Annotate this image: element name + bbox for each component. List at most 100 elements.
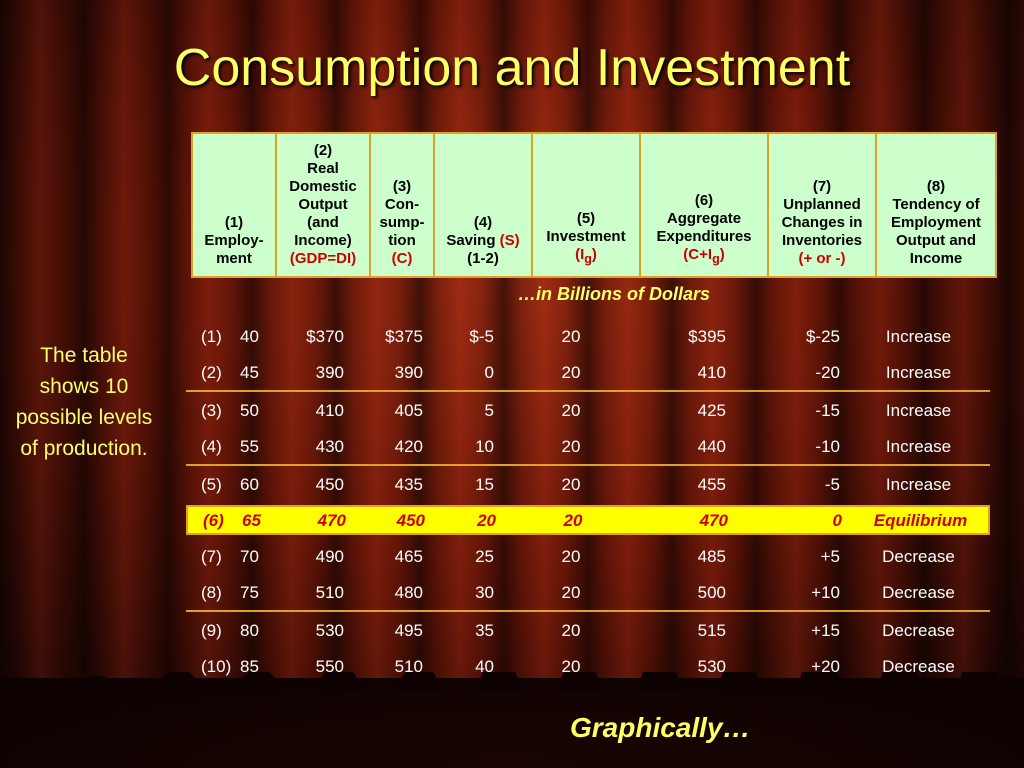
cell-investment: 20 [561,437,581,456]
table-body: (1) 40 $370 $375 $-5 20 $395 $-25 Increa… [186,318,990,684]
cell-employment: 75 [240,583,259,602]
cell-employment: 85 [240,657,259,676]
header-employment: (1) Employ- ment [191,132,277,278]
header-aggregate-expenditures: (6) Aggregate Expenditures (C+Ig) [639,132,769,278]
cell-consumption: 435 [394,475,423,494]
cell-index: (10) [201,657,232,676]
table-row: (3) 50 410 405 5 20 425 -15 Increase [186,392,990,428]
cell-consumption: 495 [394,621,423,640]
header-investment: (5) Investment (Ig) [531,132,641,278]
graphically-link[interactable]: Graphically… [570,712,751,743]
cell-tendency: Increase [885,437,952,456]
cell-gdp: 530 [315,621,344,640]
cell-gdp: 430 [315,437,344,456]
cell-gdp: 450 [315,475,344,494]
cell-tendency: Increase [885,401,952,420]
cell-index: (3) [201,401,222,420]
table-row: (4) 55 430 420 10 20 440 -10 Increase [186,428,990,466]
cell-aggregate-expenditures: 485 [697,547,726,566]
cell-investment: 20 [561,621,581,640]
side-note: The table shows 10 possible levels of pr… [15,344,153,460]
cell-aggregate-expenditures: 425 [697,401,726,420]
cell-inventory-change: +15 [811,621,840,640]
curtain-bottom [0,672,1024,768]
cell-employment: 80 [240,621,259,640]
header-consumption: (3) Con- sump- tion (C) [369,132,435,278]
table-row: (9) 80 530 495 35 20 515 +15 Decrease [186,612,990,648]
cell-aggregate-expenditures: 440 [697,437,726,456]
cell-inventory-change: -10 [815,437,840,456]
cell-aggregate-expenditures: $395 [688,327,726,346]
cell-saving: 20 [477,511,496,530]
cell-gdp: 470 [317,511,346,530]
cell-aggregate-expenditures: 470 [699,511,728,530]
cell-consumption: 465 [394,547,423,566]
cell-employment: 40 [240,327,259,346]
cell-tendency: Equilibrium [873,511,968,530]
slide-title: Consumption and Investment [173,39,851,97]
cell-inventory-change: +5 [820,547,840,566]
table-row-equilibrium: (6) 65 470 450 20 20 470 0 Equilibrium [186,505,990,535]
cell-investment: 20 [561,327,581,346]
cell-aggregate-expenditures: 455 [697,475,726,494]
cell-investment: 20 [561,401,581,420]
cell-aggregate-expenditures: 515 [697,621,726,640]
cell-tendency: Increase [885,327,952,346]
units-note: …in Billions of Dollars [518,284,711,304]
cell-tendency: Decrease [882,621,955,640]
cell-index: (8) [201,583,222,602]
cell-inventory-change: +20 [811,657,840,676]
cell-consumption: 390 [394,363,423,382]
cell-inventory-change: +10 [811,583,840,602]
cell-tendency: Increase [885,363,952,382]
cell-aggregate-expenditures: 410 [697,363,726,382]
cell-gdp: 390 [315,363,344,382]
cell-inventory-change: 0 [832,511,842,530]
cell-saving: 35 [475,621,494,640]
cell-consumption: 510 [394,657,423,676]
cell-investment: 20 [561,475,581,494]
cell-index: (2) [201,363,222,382]
cell-gdp: 490 [315,547,344,566]
cell-consumption: 405 [394,401,423,420]
table-row: (5) 60 450 435 15 20 455 -5 Increase [186,466,990,502]
cell-saving: 30 [475,583,494,602]
cell-employment: 45 [240,363,259,382]
cell-employment: 55 [240,437,259,456]
header-saving: (4) Saving (S) (1-2) [433,132,533,278]
cell-tendency: Decrease [882,657,955,676]
cell-aggregate-expenditures: 530 [697,657,726,676]
header-unplanned-inventories: (7) Unplanned Changes in Inventories (+ … [767,132,877,278]
table-header: (1) Employ- ment (2) Real Domestic Outpu… [191,132,997,278]
cell-saving: 15 [475,475,494,494]
cell-tendency: Decrease [882,583,955,602]
cell-employment: 60 [240,475,259,494]
table-row: (2) 45 390 390 0 20 410 -20 Increase [186,354,990,392]
cell-investment: 20 [561,583,581,602]
cell-consumption: $375 [385,327,423,346]
cell-index: (6) [203,511,224,530]
cell-gdp: $370 [306,327,344,346]
cell-saving: 10 [475,437,494,456]
cell-index: (4) [201,437,222,456]
cell-saving: 0 [484,363,494,382]
cell-employment: 65 [242,511,261,530]
cell-consumption: 480 [394,583,423,602]
header-tendency: (8) Tendency of Employment Output and In… [875,132,997,278]
cell-inventory-change: $-25 [805,327,840,346]
cell-investment: 20 [561,363,581,382]
cell-gdp: 410 [315,401,344,420]
cell-index: (1) [201,327,222,346]
cell-saving: 5 [484,401,494,420]
cell-gdp: 510 [315,583,344,602]
curtain-fringe [0,672,1024,692]
cell-inventory-change: -15 [815,401,840,420]
cell-saving: $-5 [469,327,494,346]
cell-investment: 20 [561,657,581,676]
cell-index: (5) [201,475,222,494]
table-row: (7) 70 490 465 25 20 485 +5 Decrease [186,538,990,574]
cell-investment: 20 [561,547,581,566]
cell-gdp: 550 [315,657,344,676]
cell-index: (9) [201,621,222,640]
table-row: (10) 85 550 510 40 20 530 +20 Decrease [186,648,990,684]
